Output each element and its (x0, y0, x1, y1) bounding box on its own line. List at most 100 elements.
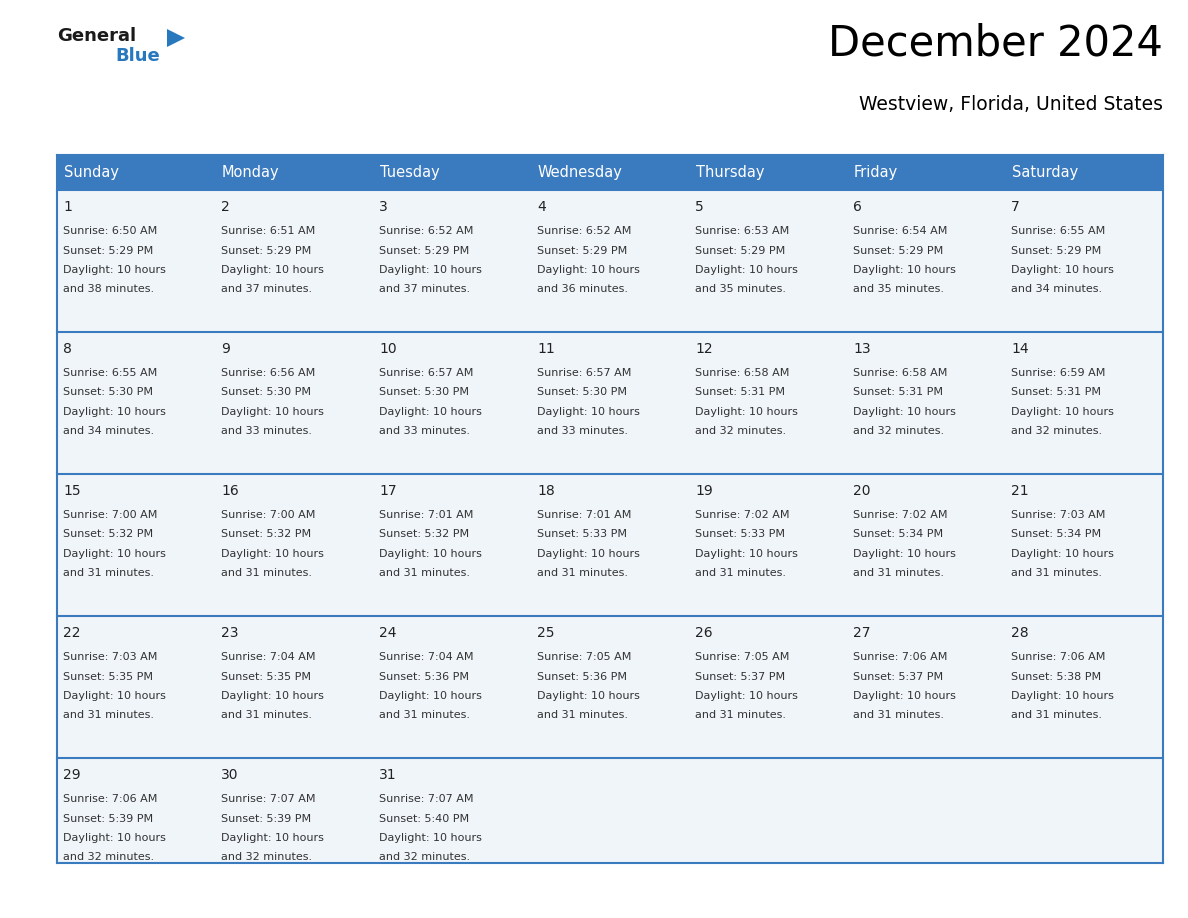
Text: Sunset: 5:37 PM: Sunset: 5:37 PM (695, 671, 785, 681)
Text: Daylight: 10 hours: Daylight: 10 hours (379, 265, 482, 275)
Text: Monday: Monday (222, 165, 279, 180)
Text: Sunrise: 6:58 AM: Sunrise: 6:58 AM (853, 368, 947, 378)
Text: Daylight: 10 hours: Daylight: 10 hours (1011, 691, 1114, 701)
Text: Sunrise: 6:53 AM: Sunrise: 6:53 AM (695, 226, 789, 236)
Text: Sunset: 5:38 PM: Sunset: 5:38 PM (1011, 671, 1101, 681)
Bar (215, 155, 373, 190)
Text: Sunset: 5:33 PM: Sunset: 5:33 PM (695, 530, 785, 540)
Text: 16: 16 (221, 484, 239, 498)
Text: Sunset: 5:37 PM: Sunset: 5:37 PM (853, 671, 943, 681)
Text: 17: 17 (379, 484, 397, 498)
Bar (215, 616, 373, 758)
Text: Daylight: 10 hours: Daylight: 10 hours (537, 407, 640, 417)
Text: 18: 18 (537, 484, 555, 498)
Text: and 37 minutes.: and 37 minutes. (221, 285, 312, 295)
Bar (689, 190, 847, 332)
Text: 15: 15 (63, 484, 81, 498)
Bar (57, 155, 215, 190)
Text: 14: 14 (1011, 342, 1029, 356)
Text: and 31 minutes.: and 31 minutes. (63, 568, 154, 578)
Text: Sunrise: 7:03 AM: Sunrise: 7:03 AM (1011, 510, 1105, 520)
Bar (1005, 758, 1163, 863)
Text: 29: 29 (63, 768, 81, 782)
Text: Daylight: 10 hours: Daylight: 10 hours (63, 265, 166, 275)
Text: and 36 minutes.: and 36 minutes. (537, 285, 628, 295)
Text: 5: 5 (695, 200, 703, 214)
Text: 27: 27 (853, 626, 871, 640)
Text: 13: 13 (853, 342, 871, 356)
Bar (847, 332, 1005, 474)
Text: Sunrise: 6:51 AM: Sunrise: 6:51 AM (221, 226, 315, 236)
Text: and 34 minutes.: and 34 minutes. (63, 427, 154, 436)
Text: Sunset: 5:34 PM: Sunset: 5:34 PM (853, 530, 943, 540)
Text: Sunrise: 7:07 AM: Sunrise: 7:07 AM (379, 794, 474, 804)
Text: Daylight: 10 hours: Daylight: 10 hours (695, 549, 798, 559)
Text: Blue: Blue (115, 47, 159, 65)
Text: Sunset: 5:34 PM: Sunset: 5:34 PM (1011, 530, 1101, 540)
Bar (689, 616, 847, 758)
Text: Westview, Florida, United States: Westview, Florida, United States (859, 95, 1163, 114)
Bar (1005, 332, 1163, 474)
Text: Daylight: 10 hours: Daylight: 10 hours (695, 265, 798, 275)
Bar (373, 155, 531, 190)
Text: Sunset: 5:36 PM: Sunset: 5:36 PM (379, 671, 469, 681)
Bar (215, 190, 373, 332)
Text: and 31 minutes.: and 31 minutes. (537, 711, 628, 721)
Text: 7: 7 (1011, 200, 1019, 214)
Bar (689, 758, 847, 863)
Bar (689, 332, 847, 474)
Text: Sunrise: 6:59 AM: Sunrise: 6:59 AM (1011, 368, 1105, 378)
Text: Sunset: 5:30 PM: Sunset: 5:30 PM (221, 387, 311, 397)
Bar (57, 758, 215, 863)
Bar (531, 474, 689, 616)
Text: Sunrise: 7:00 AM: Sunrise: 7:00 AM (63, 510, 157, 520)
Bar (57, 190, 215, 332)
Text: Daylight: 10 hours: Daylight: 10 hours (63, 691, 166, 701)
Text: Sunset: 5:29 PM: Sunset: 5:29 PM (537, 245, 627, 255)
Text: and 31 minutes.: and 31 minutes. (221, 711, 312, 721)
Text: and 32 minutes.: and 32 minutes. (379, 853, 470, 863)
Text: and 31 minutes.: and 31 minutes. (1011, 711, 1102, 721)
Text: and 33 minutes.: and 33 minutes. (221, 427, 312, 436)
Bar (1005, 190, 1163, 332)
Text: Daylight: 10 hours: Daylight: 10 hours (221, 691, 324, 701)
Bar (689, 155, 847, 190)
Bar (847, 474, 1005, 616)
Text: 28: 28 (1011, 626, 1029, 640)
Bar (1005, 474, 1163, 616)
Bar (215, 474, 373, 616)
Text: Daylight: 10 hours: Daylight: 10 hours (1011, 549, 1114, 559)
Bar (373, 758, 531, 863)
Text: Sunset: 5:29 PM: Sunset: 5:29 PM (853, 245, 943, 255)
Bar (531, 758, 689, 863)
Text: and 31 minutes.: and 31 minutes. (379, 711, 470, 721)
Text: and 35 minutes.: and 35 minutes. (853, 285, 944, 295)
Bar (689, 474, 847, 616)
Text: Sunrise: 6:55 AM: Sunrise: 6:55 AM (63, 368, 157, 378)
Text: Sunrise: 7:06 AM: Sunrise: 7:06 AM (1011, 652, 1105, 662)
Text: 4: 4 (537, 200, 545, 214)
Bar (847, 616, 1005, 758)
Text: and 31 minutes.: and 31 minutes. (695, 568, 786, 578)
Text: Thursday: Thursday (696, 165, 765, 180)
Text: Daylight: 10 hours: Daylight: 10 hours (537, 691, 640, 701)
Text: Sunset: 5:32 PM: Sunset: 5:32 PM (63, 530, 153, 540)
Text: Sunrise: 7:07 AM: Sunrise: 7:07 AM (221, 794, 316, 804)
Text: 23: 23 (221, 626, 239, 640)
Text: Daylight: 10 hours: Daylight: 10 hours (379, 407, 482, 417)
Text: 19: 19 (695, 484, 713, 498)
Text: Daylight: 10 hours: Daylight: 10 hours (1011, 265, 1114, 275)
Text: Sunrise: 7:05 AM: Sunrise: 7:05 AM (695, 652, 789, 662)
Text: Sunrise: 7:02 AM: Sunrise: 7:02 AM (695, 510, 790, 520)
Bar (373, 190, 531, 332)
Bar (531, 155, 689, 190)
Text: Daylight: 10 hours: Daylight: 10 hours (695, 407, 798, 417)
Bar (57, 616, 215, 758)
Text: Daylight: 10 hours: Daylight: 10 hours (695, 691, 798, 701)
Text: Sunrise: 7:05 AM: Sunrise: 7:05 AM (537, 652, 631, 662)
Bar (531, 616, 689, 758)
Text: Sunset: 5:29 PM: Sunset: 5:29 PM (695, 245, 785, 255)
Text: and 31 minutes.: and 31 minutes. (695, 711, 786, 721)
Text: 25: 25 (537, 626, 555, 640)
Text: Daylight: 10 hours: Daylight: 10 hours (63, 407, 166, 417)
